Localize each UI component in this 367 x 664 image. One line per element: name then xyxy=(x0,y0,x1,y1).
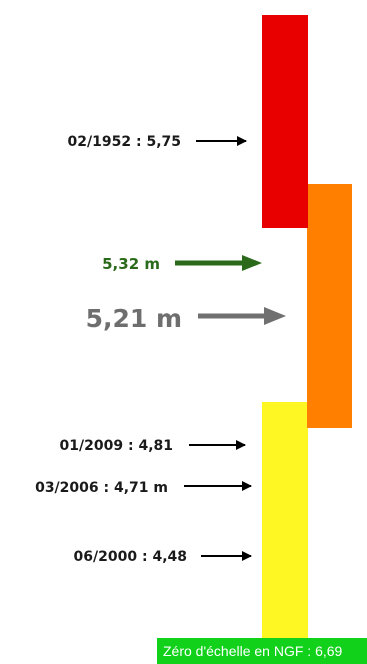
marker-label-2006: 03/2006 : 4,71 m xyxy=(35,480,168,496)
forecast-level-arrowhead xyxy=(264,307,286,325)
marker-label-2000: 06/2000 : 4,48 xyxy=(74,549,187,565)
orange-zone-bar xyxy=(307,184,352,428)
current-level-label: 5,32 m xyxy=(102,255,160,273)
marker-label-2009: 01/2009 : 4,81 xyxy=(60,438,173,454)
yellow-zone-bar xyxy=(262,402,308,647)
marker-label-1952: 02/1952 : 5,75 xyxy=(68,134,181,150)
forecast-level-label: 5,21 m xyxy=(86,304,182,333)
zero-reference-label: Zéro d'échelle en NGF : 6,69 xyxy=(157,638,367,664)
red-zone-bar xyxy=(262,15,308,228)
current-level-arrowhead xyxy=(242,255,262,271)
